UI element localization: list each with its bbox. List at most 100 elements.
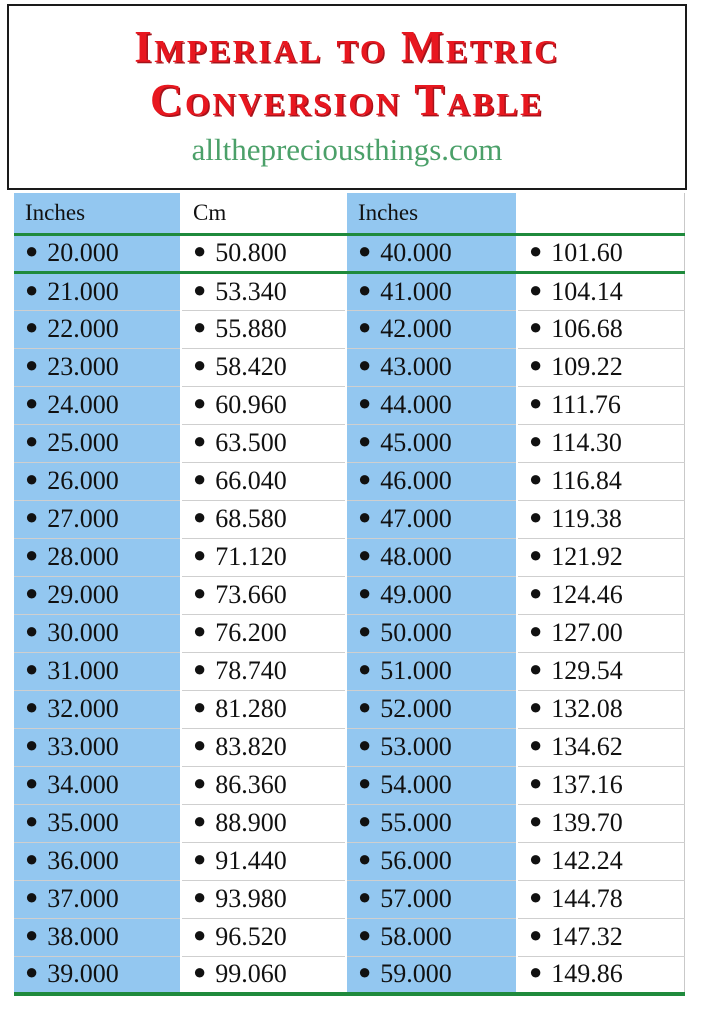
table-row: ● 23.000 ● 58.420 ● 43.000 ● 109.22 [14,348,685,387]
bullet-icon: ● [25,276,39,302]
cell-value: 127.00 [551,618,623,647]
conversion-table: Inches Cm Inches ● 20.000 ● 50.800 ● 40.000 ● 1… [14,193,685,996]
cell-value: 47.000 [380,504,452,533]
bullet-icon: ● [25,314,39,339]
bullet-icon: ● [358,846,372,871]
cell-value: 59.000 [380,959,452,989]
bullet-icon: ● [25,542,39,567]
cell-inches-a: ● 30.000 [14,614,182,653]
cell-cm-b: ● 132.08 [517,690,685,729]
bullet-icon: ● [358,314,372,339]
table-row: ● 28.000 ● 71.120 ● 48.000 ● 121.92 [14,538,685,577]
column-header-inches-b: Inches [346,193,518,236]
bullet-icon: ● [25,504,39,529]
bullet-icon: ● [193,922,207,947]
bullet-icon: ● [193,884,207,909]
cell-cm-b: ● 147.32 [517,918,685,957]
table-row: ● 30.000 ● 76.200 ● 50.000 ● 127.00 [14,614,685,653]
table-row: ● 37.000 ● 93.980 ● 57.000 ● 144.78 [14,880,685,919]
bullet-icon: ● [529,884,543,909]
cell-value: 35.000 [47,808,119,837]
cell-inches-a: ● 34.000 [14,766,182,805]
cell-value: 149.86 [551,959,623,989]
table-row: ● 32.000 ● 81.280 ● 52.000 ● 132.08 [14,690,685,729]
table-row: ● 20.000 ● 50.800 ● 40.000 ● 101.60 [14,234,685,274]
bullet-icon: ● [529,808,543,833]
bullet-icon: ● [193,314,207,339]
bullet-icon: ● [358,276,372,302]
bullet-icon: ● [25,352,39,377]
cell-value: 50.800 [215,238,287,267]
cell-cm-a: ● 68.580 [181,500,347,539]
cell-value: 46.000 [380,466,452,495]
table-row: ● 39.000 ● 99.060 ● 59.000 ● 149.86 [14,956,685,996]
bullet-icon: ● [529,276,543,302]
bullet-icon: ● [358,732,372,757]
bullet-icon: ● [358,428,372,453]
cell-value: 32.000 [47,694,119,723]
bullet-icon: ● [529,314,543,339]
cell-value: 55.880 [215,314,287,343]
cell-cm-b: ● 129.54 [517,652,685,691]
bullet-icon: ● [529,846,543,871]
bullet-icon: ● [529,428,543,453]
cell-value: 48.000 [380,542,452,571]
bullet-icon: ● [25,238,39,263]
cell-value: 30.000 [47,618,119,647]
cell-value: 129.54 [551,656,623,685]
bullet-icon: ● [25,694,39,719]
cell-cm-a: ● 91.440 [181,842,347,881]
bullet-icon: ● [25,656,39,681]
bullet-icon: ● [25,618,39,643]
bullet-icon: ● [25,846,39,871]
cell-cm-a: ● 96.520 [181,918,347,957]
cell-inches-b: ● 59.000 [346,956,518,996]
bullet-icon: ● [358,466,372,491]
bullet-icon: ● [529,542,543,567]
cell-cm-b: ● 139.70 [517,804,685,843]
cell-value: 24.000 [47,390,119,419]
cell-value: 39.000 [47,959,119,989]
cell-cm-b: ● 142.24 [517,842,685,881]
bullet-icon: ● [25,770,39,795]
cell-inches-b: ● 51.000 [346,652,518,691]
bullet-icon: ● [529,352,543,377]
cell-inches-b: ● 50.000 [346,614,518,653]
table-header: Inches Cm Inches [14,193,685,236]
cell-value: 29.000 [47,580,119,609]
bullet-icon: ● [193,352,207,377]
cell-value: 34.000 [47,770,119,799]
bullet-icon: ● [358,618,372,643]
cell-value: 99.060 [215,959,287,989]
cell-inches-a: ● 24.000 [14,386,182,425]
cell-inches-a: ● 37.000 [14,880,182,919]
site-watermark: allthepreciousthings.com [191,131,503,167]
cell-inches-a: ● 26.000 [14,462,182,501]
cell-cm-b: ● 127.00 [517,614,685,653]
table-row: ● 21.000 ● 53.340 ● 41.000 ● 104.14 [14,272,685,311]
cell-inches-b: ● 45.000 [346,424,518,463]
cell-value: 114.30 [551,428,622,457]
cell-cm-a: ● 50.800 [181,234,347,274]
cell-cm-b: ● 137.16 [517,766,685,805]
cell-value: 57.000 [380,884,452,913]
conversion-table-wrapper: Inches Cm Inches ● 20.000 ● 50.800 ● 40.000 ● 1… [14,193,685,996]
bullet-icon: ● [25,732,39,757]
bullet-icon: ● [193,466,207,491]
column-header-cm-a: Cm [181,193,347,236]
bullet-icon: ● [193,390,207,415]
cell-inches-a: ● 29.000 [14,576,182,615]
table-row: ● 24.000 ● 60.960 ● 44.000 ● 111.76 [14,386,685,425]
cell-value: 76.200 [215,618,287,647]
cell-inches-b: ● 53.000 [346,728,518,767]
cell-value: 33.000 [47,732,119,761]
cell-cm-a: ● 99.060 [181,956,347,996]
cell-value: 52.000 [380,694,452,723]
cell-value: 49.000 [380,580,452,609]
bullet-icon: ● [529,959,543,985]
bullet-icon: ● [358,504,372,529]
cell-value: 50.000 [380,618,452,647]
cell-value: 38.000 [47,922,119,951]
cell-inches-a: ● 35.000 [14,804,182,843]
cell-cm-a: ● 93.980 [181,880,347,919]
